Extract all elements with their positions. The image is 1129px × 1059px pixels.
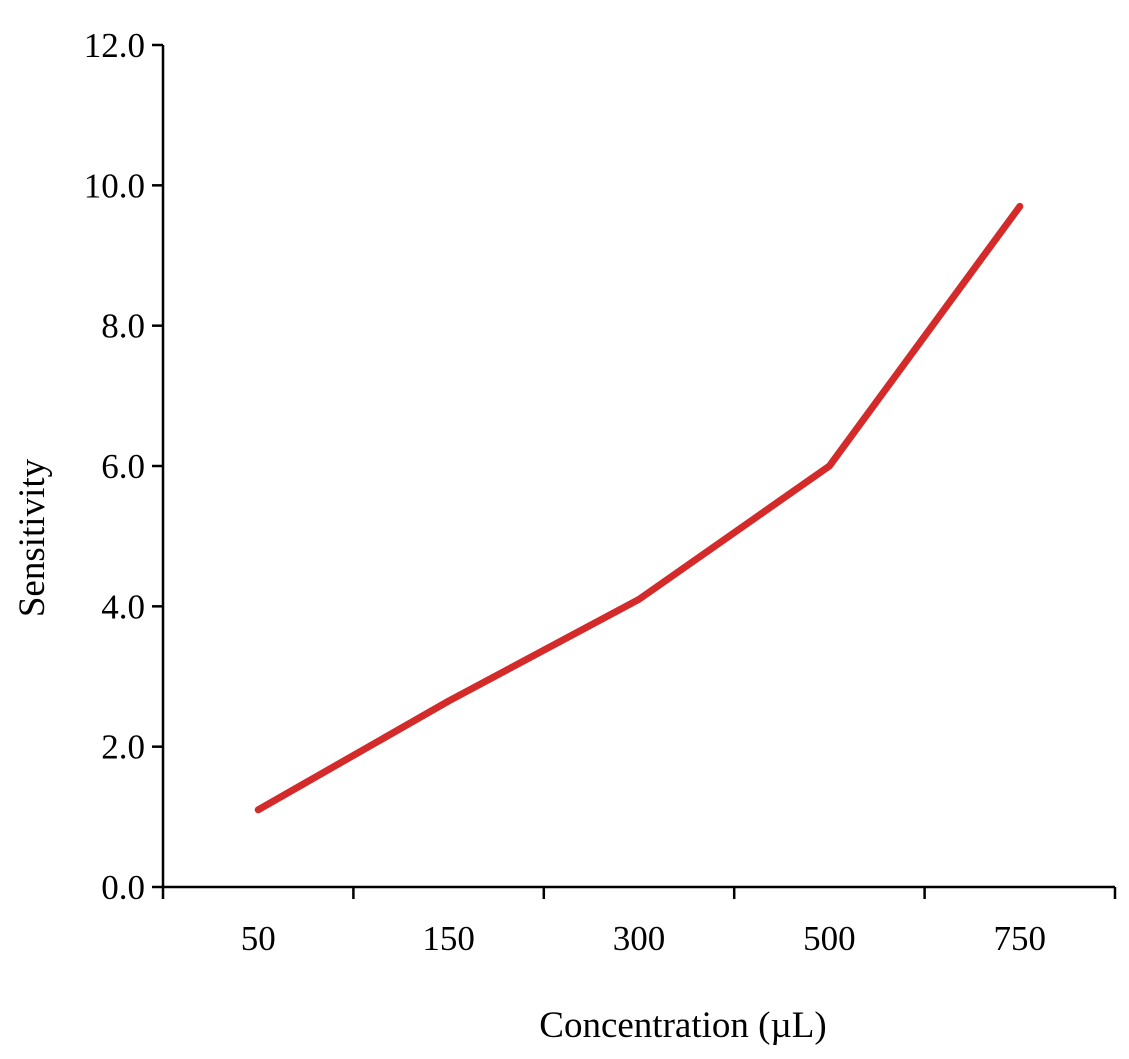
x-tick-label: 750 bbox=[994, 919, 1047, 958]
y-tick-label: 6.0 bbox=[101, 447, 145, 486]
y-tick-label: 12.0 bbox=[84, 26, 145, 65]
y-axis-ticks: 0.0 2.0 4.0 6.0 8.0 10.0 12.0 bbox=[84, 26, 163, 907]
x-tick-label: 50 bbox=[241, 919, 276, 958]
x-axis-ticks: 50 150 300 500 750 bbox=[161, 887, 1117, 958]
y-tick-label: 2.0 bbox=[101, 728, 145, 767]
y-tick-label: 0.0 bbox=[101, 868, 145, 907]
x-tick-label: 150 bbox=[422, 919, 475, 958]
x-tick-label: 500 bbox=[803, 919, 856, 958]
series-group bbox=[254, 202, 1024, 814]
y-axis-title: Sensitivity bbox=[12, 458, 53, 617]
y-tick-label: 8.0 bbox=[101, 307, 145, 346]
y-tick-label: 10.0 bbox=[84, 166, 145, 205]
series-line bbox=[254, 202, 1024, 814]
x-axis-title: Concentration (µL) bbox=[539, 1005, 826, 1046]
y-tick-label: 4.0 bbox=[101, 587, 145, 626]
x-tick-label: 300 bbox=[613, 919, 666, 958]
